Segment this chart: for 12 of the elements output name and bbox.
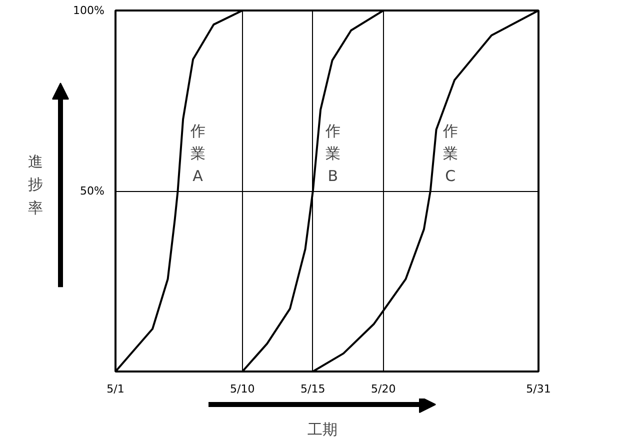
- series-label: 作業A: [189, 122, 206, 185]
- series-label: 作業B: [324, 122, 340, 185]
- x-tick-label: 5/10: [230, 382, 255, 396]
- y-axis-title: 進捗率: [28, 152, 43, 218]
- x-tick-label: 5/15: [300, 382, 326, 396]
- y-tick-label: 50%: [80, 184, 105, 198]
- y-tick-label: 100%: [73, 4, 105, 17]
- x-tick-label: 5/1: [106, 382, 124, 396]
- x-tick-label: 5/20: [371, 382, 396, 396]
- x-axis-title: 工期: [308, 420, 338, 438]
- series-label: 作業C: [442, 122, 458, 185]
- x-tick-label: 5/31: [526, 382, 551, 396]
